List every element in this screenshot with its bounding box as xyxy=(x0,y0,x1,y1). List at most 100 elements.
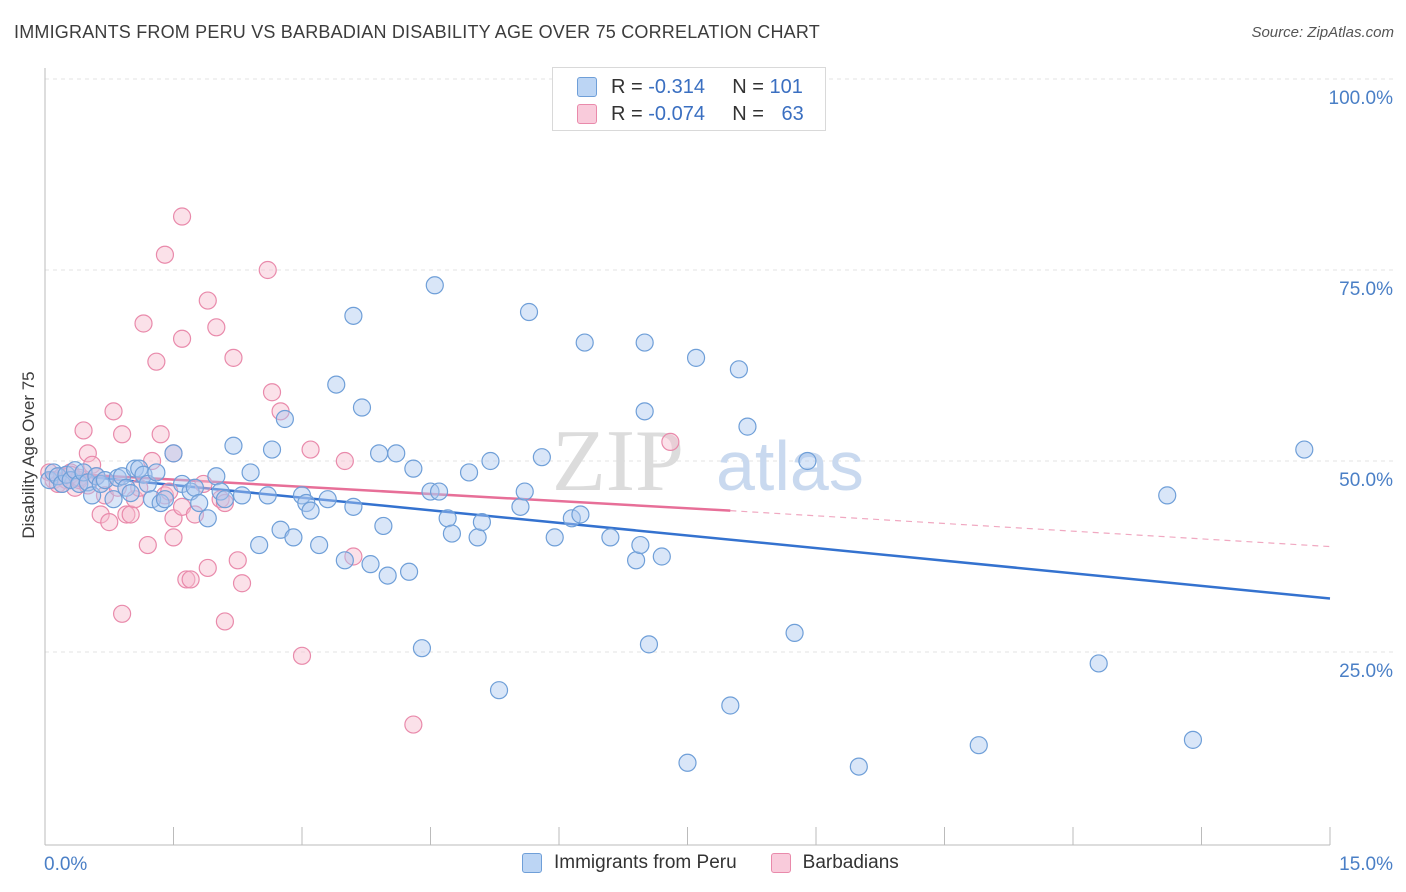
peru-point xyxy=(425,276,444,295)
peru-point xyxy=(571,505,590,524)
peru-point xyxy=(721,696,740,715)
peru-point xyxy=(370,444,389,463)
barbadians-point xyxy=(344,547,363,566)
grid-lines xyxy=(45,78,1394,653)
peru-point xyxy=(481,451,500,471)
barbadians-points xyxy=(40,207,680,734)
legend-row-peru: R = -0.314 N = 101 xyxy=(577,74,803,100)
x-tick-min: 0.0% xyxy=(44,854,87,875)
correlation-legend: R = -0.314 N = 101 R = -0.074 N = 63 xyxy=(552,67,826,131)
barbadians-point xyxy=(198,558,217,578)
peru-point xyxy=(468,528,487,547)
peru-point xyxy=(729,360,749,379)
legend-n-value-peru: 101 xyxy=(769,75,803,98)
watermark: ZIP atlas xyxy=(552,413,864,510)
barbadians-point xyxy=(104,402,123,421)
peru-point xyxy=(652,547,671,566)
peru-point xyxy=(472,513,491,532)
y-tick-label: 100.0% xyxy=(1329,88,1394,109)
legend-r-value-peru: -0.314 xyxy=(648,75,705,98)
barbadians-trend-extension xyxy=(730,510,1331,548)
peru-point xyxy=(142,490,162,509)
barbadians-point xyxy=(198,291,217,310)
peru-point xyxy=(378,566,397,585)
watermark-zip: ZIP xyxy=(552,413,684,510)
peru-point xyxy=(412,639,432,658)
peru-point xyxy=(562,509,581,528)
peru-point xyxy=(1183,730,1203,749)
legend-item-barbadians[interactable]: Barbadians xyxy=(770,852,899,874)
peru-point xyxy=(489,681,509,700)
peru-point xyxy=(352,398,372,417)
peru-point xyxy=(262,440,282,459)
peru-point xyxy=(635,333,654,352)
peru-point xyxy=(639,635,659,654)
peru-point xyxy=(404,459,423,478)
legend-n-value-barbadians: 63 xyxy=(781,102,804,125)
peru-point xyxy=(635,402,654,421)
barbadians-point xyxy=(155,245,175,264)
peru-point xyxy=(232,486,252,505)
legend-swatch-pink xyxy=(577,104,597,124)
peru-point xyxy=(198,509,217,528)
barbadians-point xyxy=(215,612,234,631)
peru-point xyxy=(849,757,868,776)
barbadians-point xyxy=(151,425,170,444)
peru-point xyxy=(387,444,406,463)
barbadians-point xyxy=(232,574,252,593)
peru-point xyxy=(374,516,393,536)
legend-r-label: R = xyxy=(611,75,643,98)
barbadians-point xyxy=(100,513,119,532)
barbadians-point xyxy=(335,451,354,471)
peru-point xyxy=(1089,654,1108,673)
peru-point xyxy=(678,753,697,772)
barbadians-point xyxy=(207,318,226,337)
peru-point xyxy=(335,551,354,570)
y-tick-label: 50.0% xyxy=(1339,470,1393,491)
legend-r-label: R = xyxy=(611,102,643,125)
peru-point xyxy=(969,736,988,755)
peru-point xyxy=(241,463,260,482)
peru-points xyxy=(40,276,1314,776)
peru-point xyxy=(250,535,269,555)
barbadians-point xyxy=(134,314,153,333)
barbadians-trend-line xyxy=(44,471,731,512)
peru-point xyxy=(318,490,337,509)
peru-point xyxy=(798,451,817,471)
barbadians-point xyxy=(661,432,680,451)
peru-point xyxy=(258,486,277,505)
watermark-atlas: atlas xyxy=(716,427,864,505)
barbadians-point xyxy=(117,505,136,524)
peru-point xyxy=(224,436,243,455)
peru-point xyxy=(738,417,757,436)
y-tick-label: 25.0% xyxy=(1339,661,1393,682)
barbadians-point xyxy=(177,570,196,589)
peru-point xyxy=(601,528,620,547)
peru-point xyxy=(511,497,530,516)
peru-point xyxy=(442,524,462,543)
peru-point xyxy=(284,528,303,547)
peru-point xyxy=(575,333,594,352)
barbadians-point xyxy=(78,444,97,463)
legend-r-value-barbadians: -0.074 xyxy=(648,102,705,125)
peru-point xyxy=(1295,440,1314,459)
peru-point xyxy=(459,463,479,482)
peru-point xyxy=(275,409,294,429)
peru-point xyxy=(147,463,166,482)
peru-point xyxy=(438,509,457,528)
barbadians-point xyxy=(404,715,423,734)
barbadians-point xyxy=(138,535,157,555)
barbadians-point xyxy=(292,646,312,665)
peru-point xyxy=(344,497,363,516)
y-tick-labels: 100.0% 75.0% 50.0% 25.0% xyxy=(1329,88,1394,682)
peru-point xyxy=(190,493,209,513)
peru-point xyxy=(121,483,140,503)
legend-item-peru[interactable]: Immigrants from Peru xyxy=(522,852,737,874)
barbadians-point xyxy=(172,329,192,348)
peru-point xyxy=(515,482,534,501)
axes xyxy=(44,68,1331,846)
peru-point xyxy=(785,623,804,643)
peru-point xyxy=(310,535,329,555)
legend-swatch-blue xyxy=(577,77,597,97)
peru-point xyxy=(686,348,706,367)
